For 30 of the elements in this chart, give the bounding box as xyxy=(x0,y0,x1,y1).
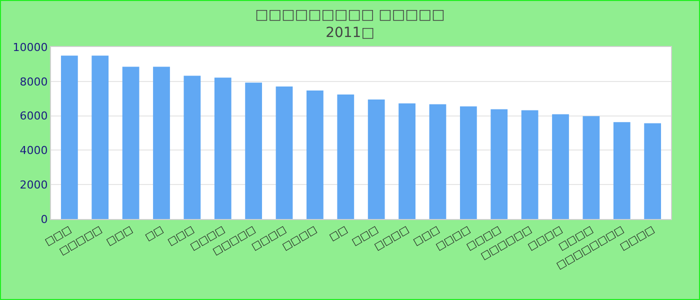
y-tick-label: 0 xyxy=(40,212,48,226)
bar xyxy=(398,103,416,219)
bar xyxy=(92,56,109,219)
bar xyxy=(429,104,446,219)
y-tick-label: 10000 xyxy=(12,40,48,54)
bar xyxy=(521,110,538,219)
chart-subtitle: 2011□ xyxy=(326,25,374,42)
bar xyxy=(153,66,170,219)
bar xyxy=(337,94,354,219)
chart-title: □□□□□□□□□ □□□□□ xyxy=(255,6,445,23)
y-tick-label: 4000 xyxy=(20,144,48,158)
bar xyxy=(552,114,569,219)
bar xyxy=(460,106,477,219)
bar xyxy=(184,76,201,219)
bar xyxy=(644,123,662,219)
x-tick-label: □□ xyxy=(328,224,350,244)
bar xyxy=(122,66,140,219)
y-tick-label: 8000 xyxy=(20,75,48,88)
bar xyxy=(613,122,630,219)
bar xyxy=(490,109,508,219)
bar xyxy=(368,99,385,219)
x-tick-label: □□ xyxy=(144,224,166,244)
bar xyxy=(306,90,324,219)
y-tick-label: 2000 xyxy=(20,178,48,192)
bar xyxy=(582,116,600,219)
bar xyxy=(214,78,232,219)
bar xyxy=(60,56,78,219)
bar xyxy=(276,86,293,219)
bar xyxy=(245,82,262,219)
y-tick-label: 6000 xyxy=(20,110,48,123)
